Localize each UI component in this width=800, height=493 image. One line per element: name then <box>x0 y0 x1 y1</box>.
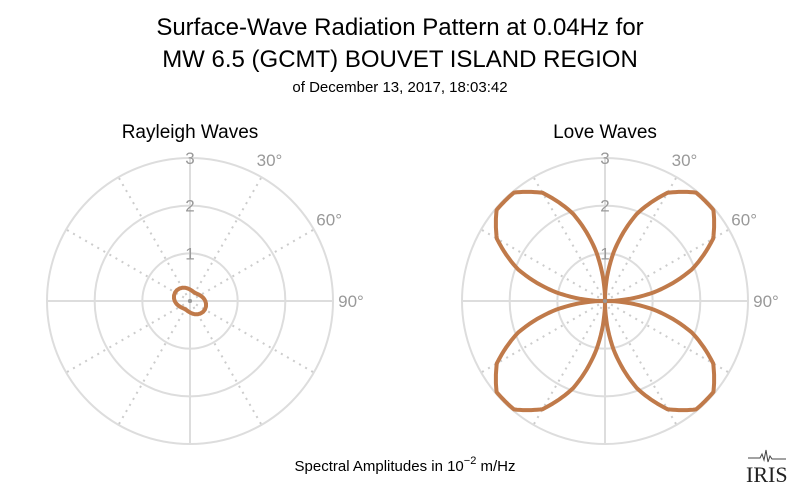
radial-gridline <box>141 252 239 350</box>
radial-tick-label: 1 <box>600 244 609 263</box>
angular-gridline <box>480 300 606 374</box>
panel-title: Rayleigh Waves <box>122 122 259 143</box>
angle-tick-label: 90° <box>753 292 779 311</box>
center-point <box>188 299 192 303</box>
angular-gridline <box>532 176 606 302</box>
chart-subtitle: of December 13, 2017, 18:03:42 <box>292 79 507 96</box>
radial-gridline <box>508 204 702 398</box>
angular-gridline <box>189 300 263 426</box>
radial-gridline <box>93 204 287 398</box>
chart-title-line2: MW 6.5 (GCMT) BOUVET ISLAND REGION <box>162 46 638 73</box>
radial-gridline <box>556 252 654 350</box>
iris-logo: IRIS <box>746 449 788 487</box>
angle-tick-label: 30° <box>672 151 698 170</box>
polar-panel-love: Love Waves 1 2 3 30° 60° 90° <box>461 122 779 445</box>
angular-gridline <box>65 228 191 302</box>
angular-gridline <box>117 176 191 302</box>
angular-gridline <box>480 228 606 302</box>
radial-tick-label: 2 <box>600 197 609 216</box>
radial-tick-label: 2 <box>185 197 194 216</box>
radiation-pattern-curve <box>172 285 208 317</box>
angular-gridline <box>604 176 678 302</box>
angular-gridline <box>604 228 730 302</box>
radial-tick-label: 3 <box>600 149 609 168</box>
x-axis-label: Spectral Amplitudes in 10−2 m/Hz <box>295 455 516 475</box>
angular-gridline <box>189 228 315 302</box>
angular-gridline <box>604 300 730 374</box>
angular-gridline <box>604 300 678 426</box>
seismogram-icon <box>748 449 786 463</box>
chart-title-line1: Surface-Wave Radiation Pattern at 0.04Hz… <box>156 14 643 41</box>
radial-gridline <box>46 157 334 445</box>
angle-tick-label: 60° <box>316 211 342 230</box>
panel-title: Love Waves <box>553 122 657 143</box>
angular-gridline <box>189 300 315 374</box>
iris-logo-text: IRIS <box>746 462 788 487</box>
radial-gridline <box>461 157 749 445</box>
x-axis-label-suffix: m/Hz <box>476 458 515 475</box>
angle-tick-label: 90° <box>338 292 364 311</box>
x-axis-label-prefix: Spectral Amplitudes in 10 <box>295 458 464 475</box>
angular-gridline <box>117 300 191 426</box>
x-axis-label-exponent: −2 <box>464 455 477 467</box>
polar-panel-rayleigh: Rayleigh Waves 1 2 3 30° 60° 90° <box>46 122 364 445</box>
radial-tick-label: 1 <box>185 244 194 263</box>
angular-gridline <box>532 300 606 426</box>
center-point <box>603 299 607 303</box>
angle-tick-label: 30° <box>257 151 283 170</box>
angle-tick-label: 60° <box>731 211 757 230</box>
radial-tick-label: 3 <box>185 149 194 168</box>
angular-gridline <box>189 176 263 302</box>
angular-gridline <box>65 300 191 374</box>
